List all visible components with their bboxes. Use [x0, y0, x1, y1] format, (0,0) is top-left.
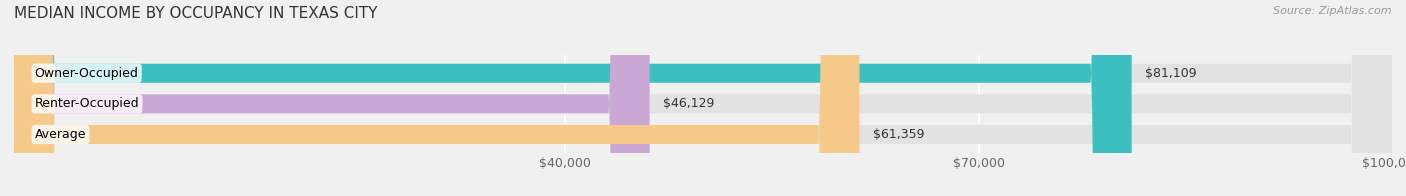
FancyBboxPatch shape	[14, 0, 1392, 196]
FancyBboxPatch shape	[14, 0, 1392, 196]
Text: MEDIAN INCOME BY OCCUPANCY IN TEXAS CITY: MEDIAN INCOME BY OCCUPANCY IN TEXAS CITY	[14, 6, 378, 21]
FancyBboxPatch shape	[14, 0, 859, 196]
Text: Source: ZipAtlas.com: Source: ZipAtlas.com	[1274, 6, 1392, 16]
Text: $81,109: $81,109	[1146, 67, 1197, 80]
Text: Renter-Occupied: Renter-Occupied	[35, 97, 139, 110]
FancyBboxPatch shape	[14, 0, 1392, 196]
Text: Owner-Occupied: Owner-Occupied	[35, 67, 139, 80]
Text: $61,359: $61,359	[873, 128, 925, 141]
Text: $46,129: $46,129	[664, 97, 714, 110]
Text: Average: Average	[35, 128, 86, 141]
FancyBboxPatch shape	[14, 0, 1132, 196]
FancyBboxPatch shape	[14, 0, 650, 196]
